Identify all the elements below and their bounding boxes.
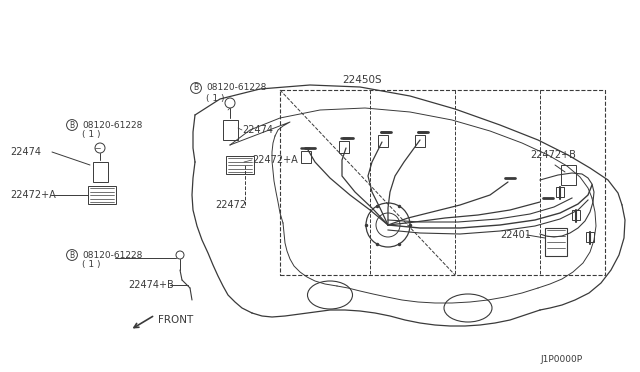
Text: 22472+A: 22472+A — [10, 190, 56, 200]
Bar — [339, 141, 349, 153]
Text: FRONT: FRONT — [158, 315, 193, 325]
Text: 22401: 22401 — [500, 230, 531, 240]
Bar — [93, 162, 108, 182]
Text: 22474: 22474 — [242, 125, 273, 135]
Bar — [378, 135, 388, 147]
Text: J1P0000P: J1P0000P — [540, 356, 582, 365]
Text: ( 1 ): ( 1 ) — [82, 131, 100, 140]
Text: 08120-61228: 08120-61228 — [82, 121, 142, 129]
Text: 08120-61228: 08120-61228 — [82, 250, 142, 260]
Bar — [545, 228, 567, 256]
Text: B: B — [69, 121, 75, 129]
Bar — [226, 156, 254, 174]
Text: 22472: 22472 — [215, 200, 246, 210]
Bar — [223, 120, 238, 140]
Text: 08120-61228: 08120-61228 — [206, 83, 266, 93]
Bar — [556, 187, 564, 197]
Bar — [415, 135, 425, 147]
Text: ( 1 ): ( 1 ) — [206, 93, 225, 103]
Text: B: B — [193, 83, 198, 93]
Bar — [280, 90, 605, 275]
Text: 22474: 22474 — [10, 147, 41, 157]
Text: 22472+B: 22472+B — [530, 150, 576, 160]
Text: 22450S: 22450S — [342, 75, 381, 85]
Bar — [301, 151, 311, 163]
Text: 22472+A: 22472+A — [252, 155, 298, 165]
Bar — [561, 165, 576, 185]
Text: 22474+B: 22474+B — [128, 280, 173, 290]
Bar — [88, 186, 116, 204]
Bar — [586, 232, 594, 242]
Bar — [572, 210, 580, 220]
Text: B: B — [69, 250, 75, 260]
Text: ( 1 ): ( 1 ) — [82, 260, 100, 269]
